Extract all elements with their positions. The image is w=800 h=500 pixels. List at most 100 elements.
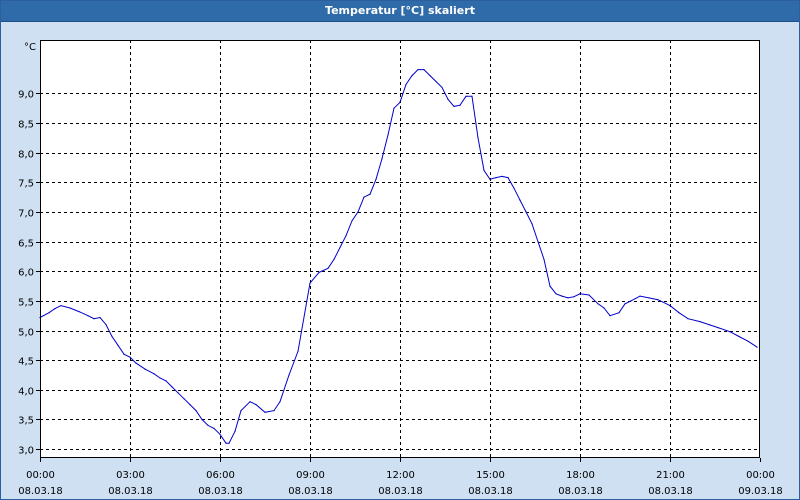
data-point [363, 196, 365, 198]
y-tick-label: 7,5 [18, 179, 34, 190]
data-point [279, 401, 281, 403]
data-point [738, 335, 740, 338]
data-point [105, 324, 107, 326]
data-point [519, 199, 521, 201]
data-point [477, 137, 479, 139]
temperature-series-line [39, 69, 758, 444]
y-tick-label: 5,0 [18, 328, 34, 339]
data-point [219, 433, 221, 435]
data-point [489, 178, 491, 180]
data-point [471, 95, 473, 97]
data-point [375, 178, 377, 180]
data-point [465, 95, 467, 97]
x-tick-time: 09:00 [296, 470, 325, 481]
data-point [429, 75, 431, 77]
x-tick-time: 21:00 [656, 470, 685, 481]
data-point [129, 356, 131, 358]
y-tick-label: 4,0 [18, 387, 34, 398]
data-point [228, 442, 230, 444]
y-tick-label: 3,5 [18, 416, 34, 427]
data-point [435, 80, 437, 83]
data-point [369, 193, 371, 195]
x-tick-time: 06:00 [206, 470, 235, 481]
temperature-series-points [39, 69, 758, 444]
x-tick-time: 00:00 [26, 470, 55, 481]
data-point [189, 404, 191, 406]
x-tick-date: 08.03.18 [378, 486, 423, 497]
data-point [234, 430, 236, 432]
data-point [357, 211, 359, 213]
data-point [699, 321, 701, 323]
data-point [513, 187, 515, 189]
y-tick-label: 6,5 [18, 239, 34, 250]
y-tick-label: 7,0 [18, 209, 34, 220]
data-point [417, 69, 419, 71]
data-point [555, 293, 557, 295]
data-point [543, 258, 545, 260]
data-point [159, 377, 161, 379]
data-point [207, 424, 209, 426]
data-point [447, 98, 449, 100]
data-point [423, 69, 425, 71]
x-axis-ticks: 00:00 08.03.18 03:00 08.03.18 06:00 08.03.18 0… [18, 458, 783, 497]
y-tick-label: 4,5 [18, 357, 34, 368]
data-point [618, 312, 620, 314]
data-point [747, 340, 749, 342]
data-point [60, 305, 62, 307]
grid-lines [40, 40, 760, 458]
data-point [213, 427, 215, 429]
x-tick-date: 08.03.18 [18, 486, 63, 497]
data-point [288, 374, 290, 376]
data-point [405, 83, 407, 86]
data-point [240, 410, 242, 412]
data-point [171, 386, 173, 388]
data-point [123, 353, 125, 355]
data-point [567, 297, 569, 299]
x-tick-date: 08.03.18 [468, 486, 513, 497]
x-tick-date: 08.03.18 [288, 486, 333, 497]
data-point [531, 223, 533, 225]
x-tick-date: 09.03.18 [738, 486, 783, 497]
x-tick-time: 15:00 [476, 470, 505, 481]
x-tick-time: 12:00 [386, 470, 415, 481]
data-point [579, 293, 581, 295]
data-point [69, 307, 71, 309]
data-point [153, 373, 155, 375]
data-point [630, 300, 632, 302]
data-point [639, 295, 641, 297]
x-tick-date: 08.03.18 [648, 486, 693, 497]
data-point [453, 105, 455, 107]
x-tick-date: 08.03.18 [108, 486, 153, 497]
data-point [657, 299, 659, 301]
data-point [99, 316, 101, 319]
data-point [648, 297, 650, 299]
window-title: Temperatur [°C] skaliert [1, 1, 799, 22]
data-point [483, 169, 485, 171]
y-tick-label: 5,5 [18, 298, 34, 309]
data-point [201, 418, 203, 421]
data-point [729, 331, 731, 333]
data-point [117, 344, 119, 346]
data-point [195, 410, 197, 412]
data-point [441, 86, 443, 88]
data-point [624, 303, 626, 305]
y-tick-label: 9,0 [18, 90, 34, 101]
x-tick-time: 00:00 [746, 470, 775, 481]
data-point [756, 346, 758, 348]
x-tick-date: 08.03.18 [198, 486, 243, 497]
data-point [597, 303, 599, 305]
y-tick-label: 8,0 [18, 150, 34, 161]
data-point [135, 362, 137, 364]
data-point [708, 324, 710, 326]
x-tick-date: 08.03.18 [558, 486, 603, 497]
data-point [507, 177, 509, 179]
data-point [339, 246, 341, 249]
data-point [333, 258, 335, 260]
data-point [78, 311, 80, 313]
data-point [327, 267, 329, 269]
data-point [399, 101, 401, 103]
plot-frame [40, 40, 760, 458]
data-point [87, 315, 89, 317]
data-point [225, 442, 227, 444]
